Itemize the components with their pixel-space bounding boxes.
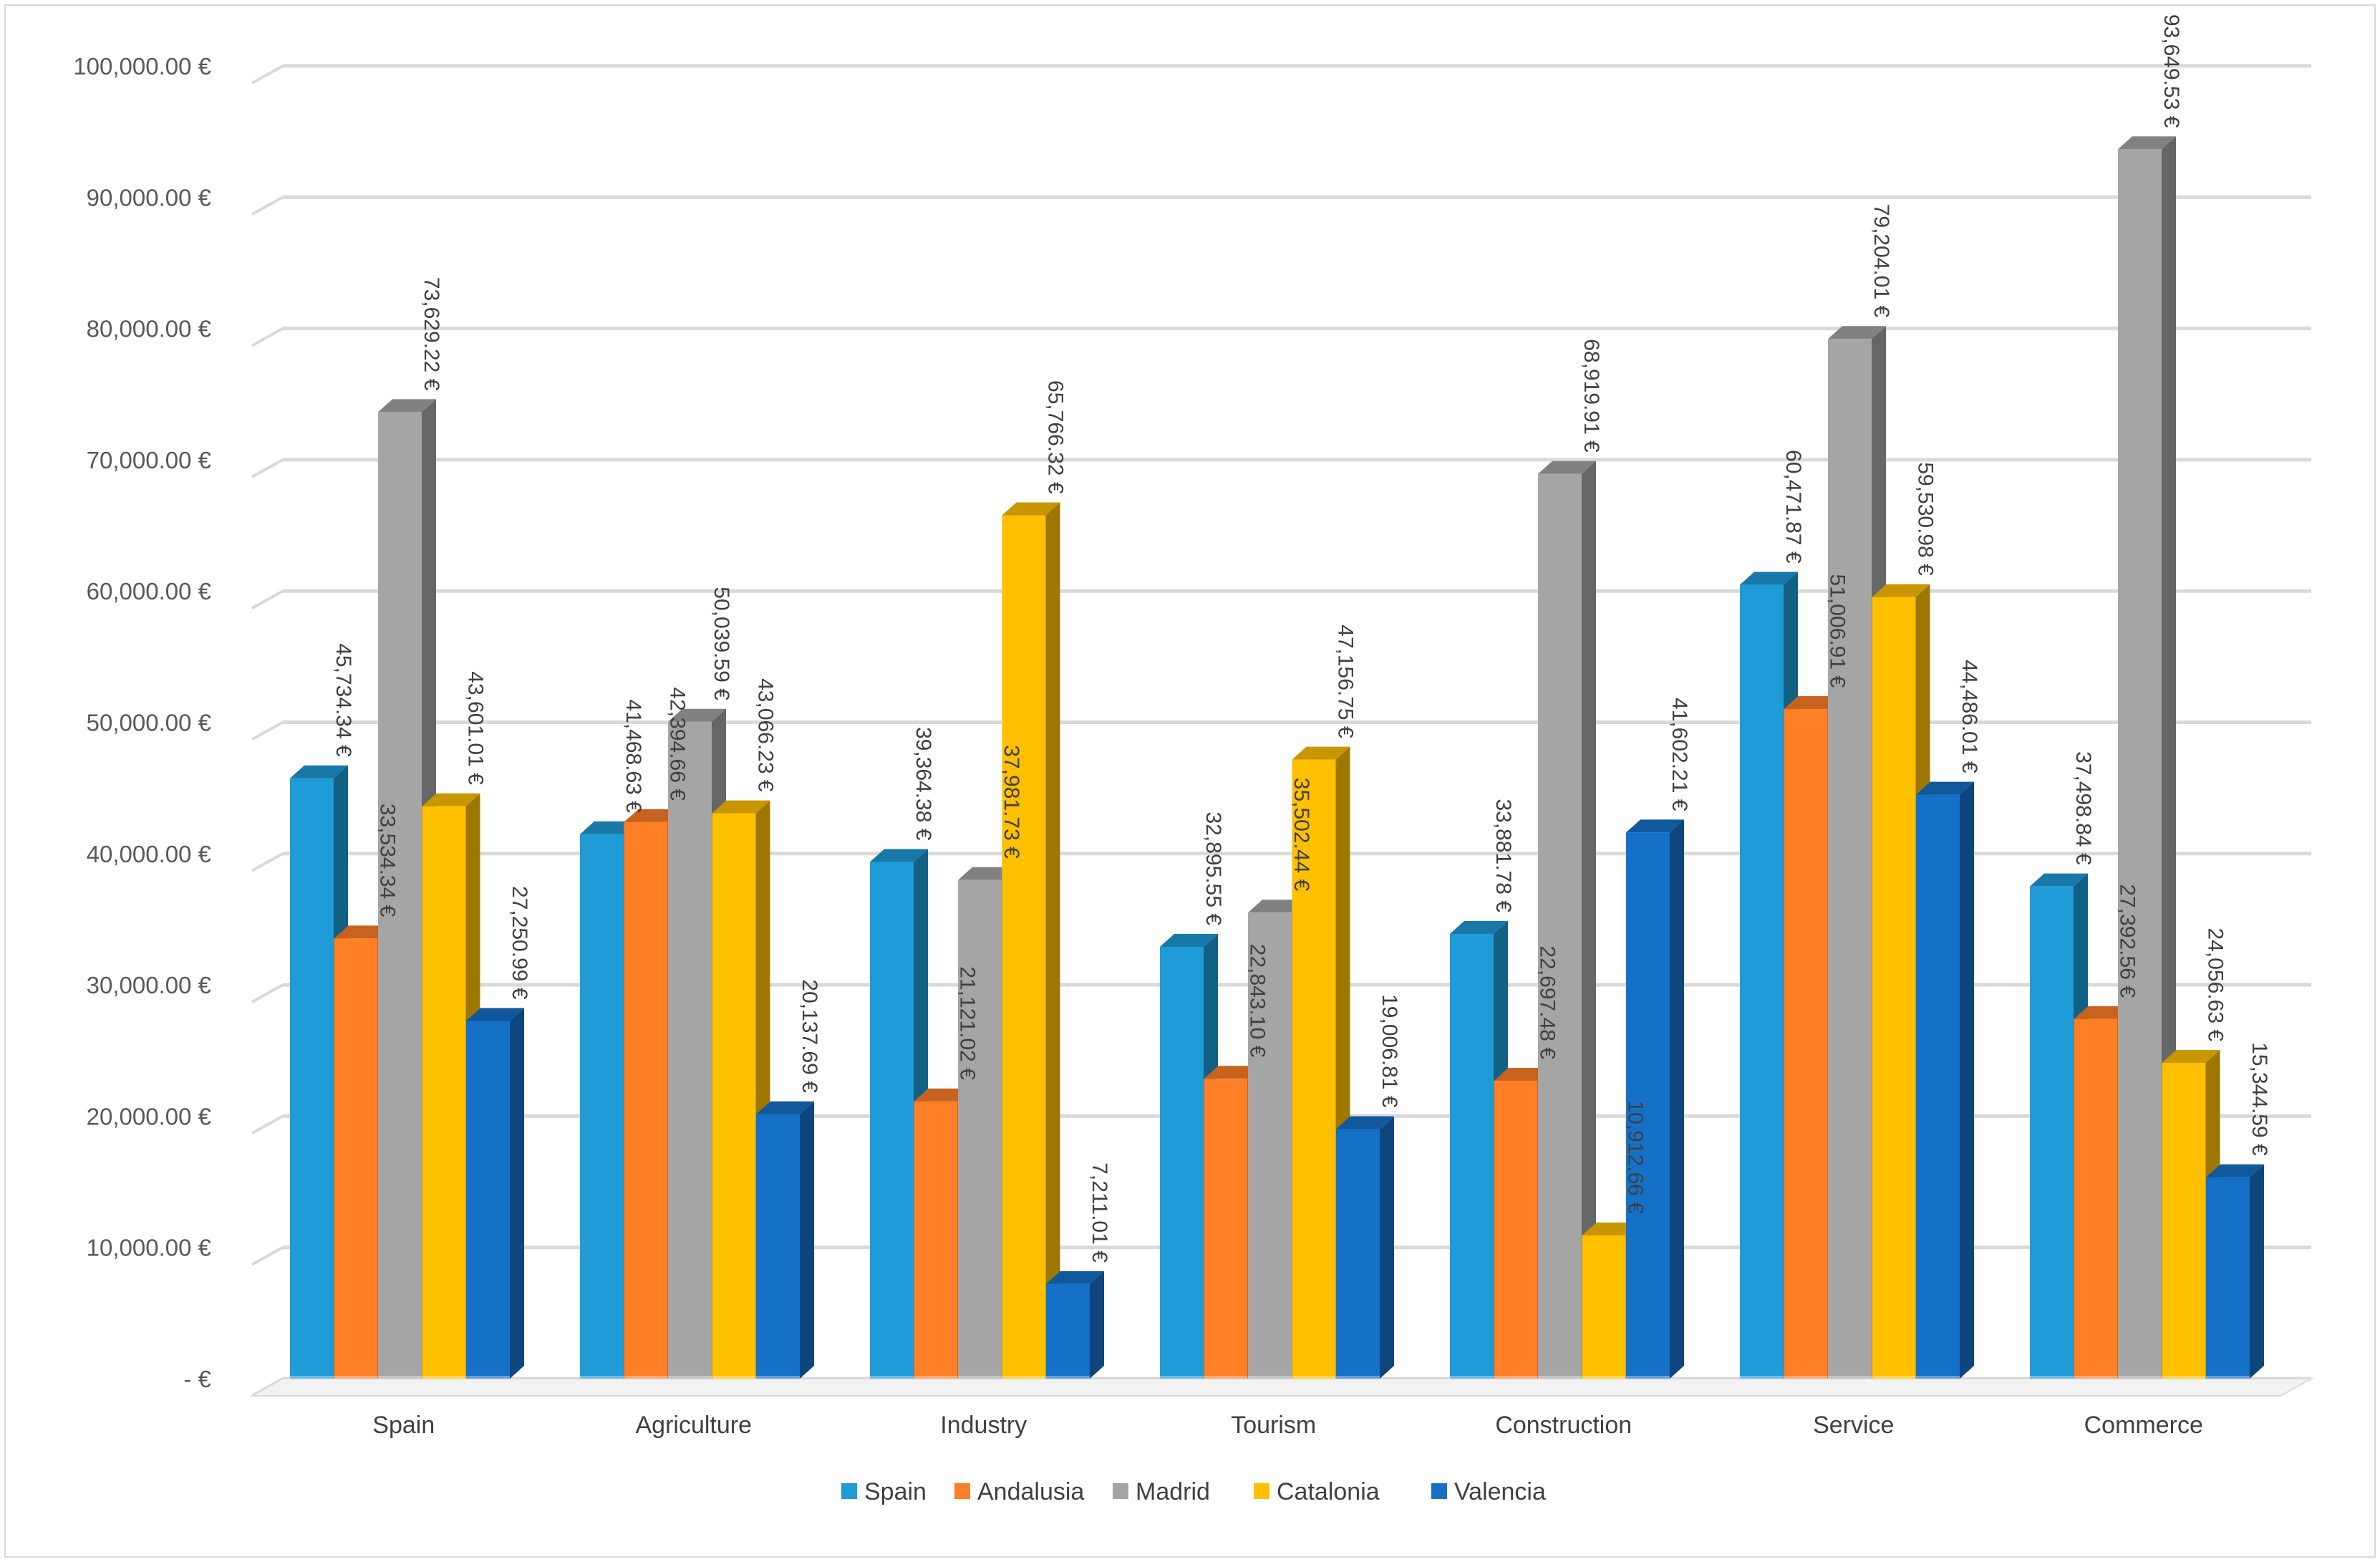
bar-valencia-commerce <box>2206 1164 2264 1379</box>
bar-valencia-construction <box>1626 819 1684 1379</box>
data-label: 41,602.21 € <box>1668 698 1691 811</box>
data-label: 47,156.75 € <box>1334 625 1358 738</box>
floor-plane <box>249 1378 2314 1397</box>
gridline-depth <box>251 852 284 872</box>
data-label: 65,766.32 € <box>1044 380 1068 494</box>
y-tick-label: 40,000.00 € <box>87 841 211 867</box>
data-label: 37,498.84 € <box>2071 751 2095 865</box>
bar-valencia-spain <box>466 1008 524 1379</box>
data-label: 73,629.22 € <box>420 277 443 391</box>
chart-floor <box>249 1378 2314 1397</box>
legend-label: Madrid <box>1136 1478 1210 1505</box>
legend-item-madrid: Madrid <box>1113 1478 1210 1505</box>
y-tick-label: - € <box>183 1366 211 1392</box>
y-tick-label: 20,000.00 € <box>87 1103 211 1129</box>
legend-label: Andalusia <box>977 1478 1084 1505</box>
data-label: 60,471.87 € <box>1781 450 1805 564</box>
data-label: 59,530.98 € <box>1914 462 1938 576</box>
data-label: 41,468.63 € <box>621 699 645 813</box>
legend-label: Spain <box>864 1478 927 1505</box>
legend-swatch <box>1431 1483 1447 1499</box>
data-label: 15,344.59 € <box>2248 1042 2271 1156</box>
data-label: 50,039.59 € <box>710 587 733 700</box>
data-labels: 45,734.34 € 33,534.34 € 73,629.22 € 43,601.… <box>332 14 2271 1263</box>
data-label: 22,843.10 € <box>1246 944 1269 1058</box>
data-label: 21,121.02 € <box>956 966 979 1080</box>
data-label: 44,486.01 € <box>1958 660 1981 773</box>
gridline-depth <box>251 64 284 85</box>
x-tick-label: Service <box>1813 1412 1894 1439</box>
data-label: 35,502.44 € <box>1290 778 1313 892</box>
data-label: 43,601.01 € <box>464 671 488 785</box>
x-tick-label: Agriculture <box>635 1412 752 1439</box>
legend-swatch <box>1254 1483 1269 1499</box>
legend-item-andalusia: Andalusia <box>954 1478 1084 1505</box>
data-label: 32,895.55 € <box>1201 812 1225 926</box>
y-tick-label: 10,000.00 € <box>87 1235 211 1261</box>
data-label: 45,734.34 € <box>332 643 355 757</box>
y-tick-label: 90,000.00 € <box>87 184 211 211</box>
data-label: 10,912.66 € <box>1624 1100 1648 1214</box>
data-label: 39,364.38 € <box>911 727 935 841</box>
y-tick-label: 60,000.00 € <box>87 578 211 604</box>
legend-item-spain: Spain <box>841 1478 927 1505</box>
gridline-depth <box>251 327 284 347</box>
legend-swatch <box>841 1483 857 1499</box>
legend-label: Catalonia <box>1277 1478 1380 1505</box>
legend-swatch <box>1113 1483 1128 1499</box>
data-label: 27,250.99 € <box>508 886 531 1000</box>
data-label: 19,006.81 € <box>1378 994 1401 1108</box>
legend-item-catalonia: Catalonia <box>1254 1478 1380 1505</box>
y-tick-label: 80,000.00 € <box>87 316 211 342</box>
bar-andalusia-service <box>1784 696 1842 1379</box>
x-tick-label: Tourism <box>1231 1412 1316 1439</box>
bar-catalonia-industry <box>1002 502 1060 1379</box>
gridline-depth <box>251 458 284 478</box>
legend: Spain Andalusia Madrid Catalonia Valencia <box>841 1478 1546 1505</box>
gridline-depth <box>251 983 284 1003</box>
bar-valencia-industry <box>1046 1271 1104 1379</box>
data-label: 7,211.01 € <box>1088 1162 1111 1263</box>
data-label: 20,137.69 € <box>798 979 821 1093</box>
legend-swatch <box>954 1483 970 1499</box>
y-tick-label: 50,000.00 € <box>87 710 211 736</box>
gridline-depth <box>251 196 284 216</box>
bar-valencia-agriculture <box>756 1101 814 1379</box>
bar-madrid-construction <box>1538 461 1596 1379</box>
y-tick-label: 70,000.00 € <box>87 447 211 473</box>
x-tick-label: Construction <box>1495 1412 1632 1439</box>
data-label: 27,392.56 € <box>2116 884 2139 998</box>
x-tick-label: Spain <box>372 1412 435 1439</box>
x-tick-label: Industry <box>940 1412 1027 1439</box>
x-tick-label: Commerce <box>2084 1412 2203 1439</box>
data-label: 24,056.63 € <box>2204 928 2227 1042</box>
gridline-depth <box>251 720 284 741</box>
bar-valencia-tourism <box>1336 1116 1394 1379</box>
data-label: 93,649.53 € <box>2159 14 2183 128</box>
data-label: 79,204.01 € <box>1869 204 1893 318</box>
bar-spain-service <box>1740 572 1798 1379</box>
data-label: 68,919.91 € <box>1580 339 1603 453</box>
y-tick-label: 30,000.00 € <box>87 972 211 998</box>
axes: - € 10,000.00 € 20,000.00 € 30,000.00 € 40,0… <box>73 53 2203 1439</box>
data-label: 33,881.78 € <box>1491 799 1515 912</box>
data-label: 51,006.91 € <box>1826 574 1849 688</box>
bars <box>290 136 2264 1379</box>
gridline-depth <box>251 1114 284 1135</box>
gridline-depth <box>251 1245 284 1266</box>
data-label: 33,534.34 € <box>376 804 400 917</box>
bar-valencia-service <box>1916 781 1974 1379</box>
gridline-depth <box>251 589 284 609</box>
data-label: 37,981.73 € <box>1000 745 1023 859</box>
y-tick-label: 100,000.00 € <box>73 53 211 79</box>
data-label: 42,394.66 € <box>666 687 690 801</box>
data-label: 22,697.48 € <box>1536 945 1559 1059</box>
legend-label: Valencia <box>1454 1478 1546 1505</box>
legend-item-valencia: Valencia <box>1431 1478 1546 1505</box>
data-label: 43,066.23 € <box>754 678 778 792</box>
